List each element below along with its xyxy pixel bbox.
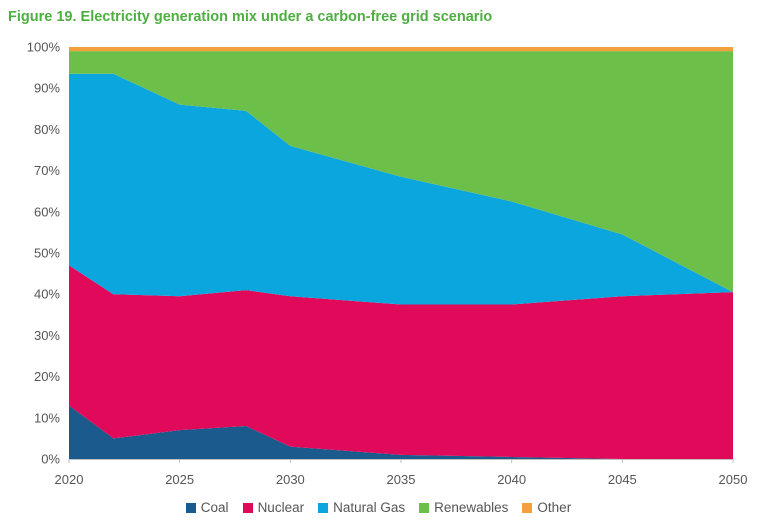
y-tick-label: 10% — [34, 410, 60, 425]
legend-item-natural-gas: Natural Gas — [318, 500, 405, 515]
legend-item-coal: Coal — [185, 500, 229, 515]
x-tick-label: 2020 — [55, 472, 84, 487]
x-tick-label: 2045 — [608, 472, 637, 487]
series-area-nuclear — [69, 265, 733, 459]
legend-item-other: Other — [522, 500, 571, 515]
legend-swatch — [185, 502, 196, 513]
x-tick-label: 2050 — [719, 472, 748, 487]
x-axis: 2020 2025 2030 2035 2040 2045 2050 — [55, 459, 748, 487]
y-axis: 0% 10% 20% 30% 40% 50% 60% 70% 80% 90% 100% — [27, 40, 61, 467]
legend: Coal Nuclear Natural Gas Renewables Other — [0, 500, 757, 515]
y-tick-label: 50% — [34, 246, 60, 261]
legend-swatch — [242, 502, 253, 513]
x-tick-label: 2025 — [165, 472, 194, 487]
series-area-other — [69, 47, 733, 52]
y-tick-label: 30% — [34, 328, 60, 343]
y-tick-label: 70% — [34, 163, 60, 178]
legend-swatch — [419, 502, 430, 513]
legend-label: Coal — [200, 500, 229, 515]
y-tick-label: 20% — [34, 369, 60, 384]
y-tick-label: 100% — [27, 40, 61, 55]
legend-label: Other — [537, 500, 572, 515]
series-area-renewables — [69, 51, 733, 293]
legend-label: Renewables — [434, 500, 509, 515]
legend-swatch — [522, 502, 533, 513]
y-tick-label: 60% — [34, 204, 60, 219]
series-area-natural-gas — [69, 73, 733, 305]
y-tick-label: 80% — [34, 122, 60, 137]
y-tick-label: 0% — [41, 452, 60, 467]
legend-label: Natural Gas — [333, 500, 406, 515]
chart-title: Figure 19. Electricity generation mix un… — [8, 9, 493, 25]
legend-label: Nuclear — [257, 500, 305, 515]
y-tick-label: 90% — [34, 81, 60, 96]
legend-item-renewables: Renewables — [419, 500, 508, 515]
x-tick-label: 2035 — [387, 472, 416, 487]
y-tick-label: 40% — [34, 287, 60, 302]
series-area-coal — [69, 405, 733, 459]
legend-swatch — [318, 502, 329, 513]
area-layer — [69, 47, 733, 459]
legend-item-nuclear: Nuclear — [242, 500, 305, 515]
x-tick-label: 2030 — [276, 472, 305, 487]
x-tick-label: 2040 — [497, 472, 526, 487]
